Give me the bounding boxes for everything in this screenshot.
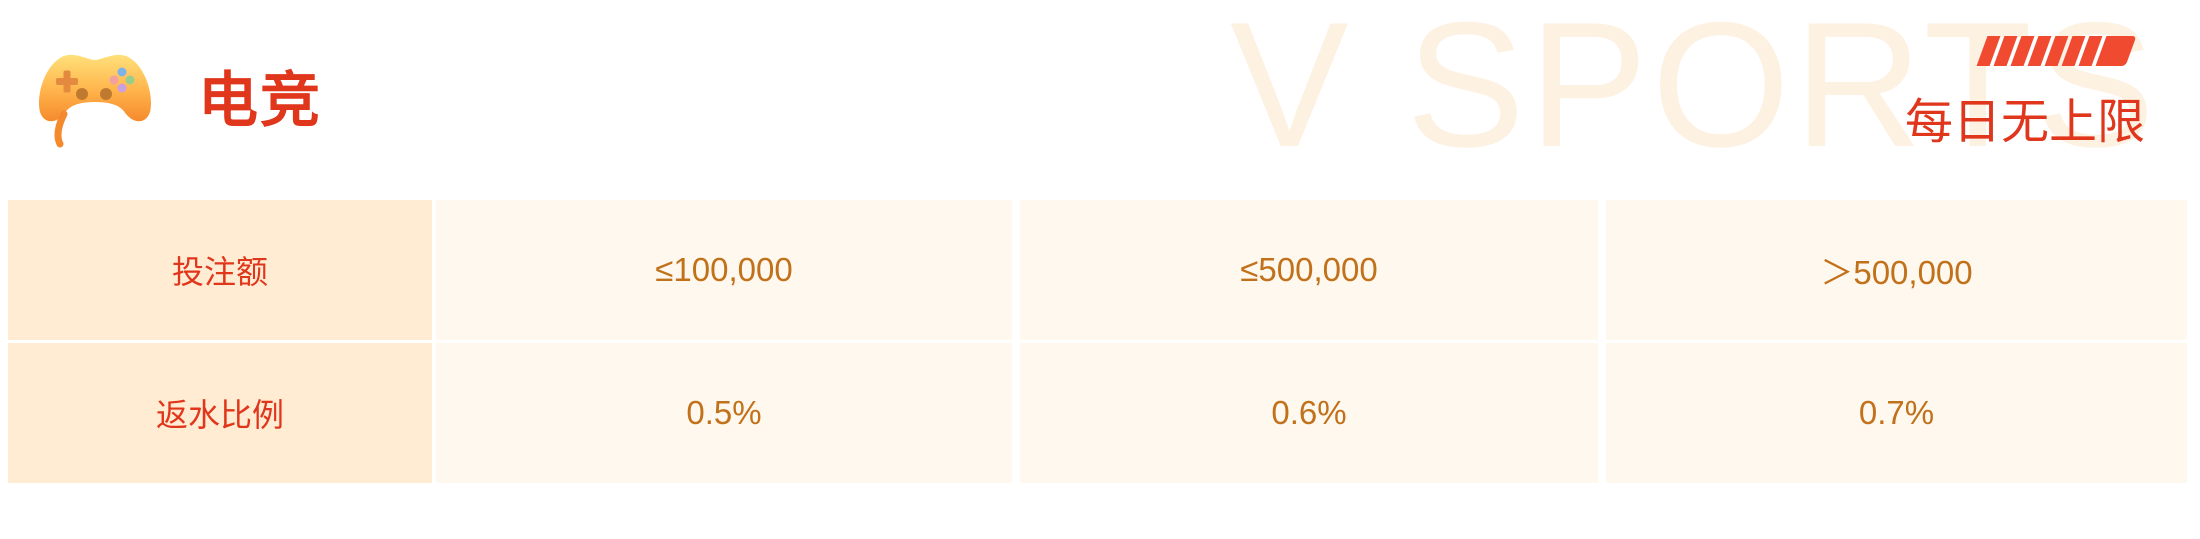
table-cell: ＞500,000 [1606,200,2187,340]
section-header: 电竞 [30,40,322,150]
table-row-rebate-ratio: 返水比例 0.5% 0.6% 0.7% [8,343,2191,483]
gamepad-icon [38,54,152,148]
decorative-stripes [1976,36,2137,66]
row-header-rebate-ratio: 返水比例 [8,343,432,483]
row-header-bet-amount: 投注额 [8,200,432,340]
table-cell: ≤100,000 [436,200,1012,340]
stripe [2095,36,2137,66]
table-row-bet-amount: 投注额 ≤100,000 ≤500,000 ＞500,000 [8,200,2191,340]
daily-unlimited-tag: 每日无上限 [1905,94,2146,150]
page-title: 电竞 [198,65,322,136]
table-cell: 0.7% [1606,343,2187,483]
table-cell: ≤500,000 [1020,200,1598,340]
watermark-text: V SPORTS [1230,0,2159,184]
rebate-table: 投注额 ≤100,000 ≤500,000 ＞500,000 返水比例 0.5%… [8,200,2191,486]
table-cell: 0.5% [436,343,1012,483]
table-cell: 0.6% [1020,343,1598,483]
